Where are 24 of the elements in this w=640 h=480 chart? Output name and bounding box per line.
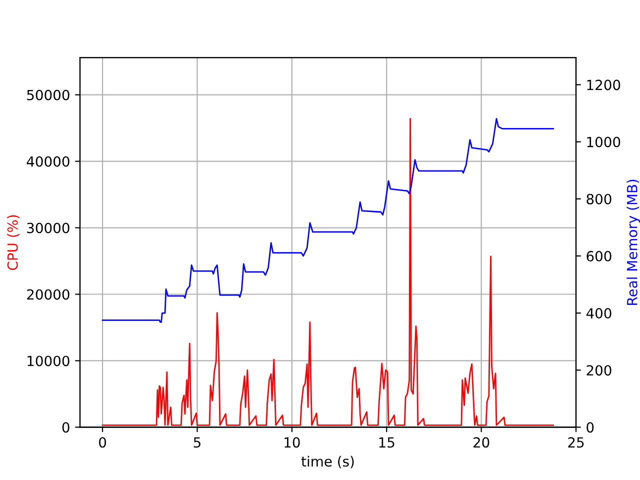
line-series: [102, 118, 554, 323]
y-tick-label: 20000: [27, 289, 70, 300]
x-axis-title: time (s): [301, 456, 354, 468]
y2-tick-label: 600: [586, 250, 612, 262]
y-tick-label: 30000: [27, 222, 70, 234]
y2-tick-label: 1200: [587, 80, 620, 90]
y2-axis-title: Real Memory (MB): [626, 180, 640, 305]
x-tick-label: 10: [284, 437, 300, 448]
y-tick-label: 50000: [27, 90, 70, 100]
y2-tick-label: 0: [586, 422, 594, 433]
y-axis-title: CPU (%): [7, 215, 20, 270]
y2-tick-label: 800: [586, 194, 612, 204]
x-tick-label: 5: [194, 437, 200, 448]
y-tick-label: 10000: [28, 356, 70, 366]
x-tick-label: 20: [473, 437, 490, 448]
y-tick-label: 0: [62, 422, 70, 433]
line-series: [102, 118, 554, 426]
x-tick-label: 0: [99, 437, 106, 448]
y2-tick-label: 1000: [587, 136, 620, 148]
y-tick-label: 40000: [26, 156, 70, 167]
x-tick-label: 15: [379, 437, 394, 448]
x-tick-label: 25: [568, 437, 584, 448]
y2-tick-label: 400: [586, 308, 612, 319]
y2-tick-label: 200: [586, 365, 612, 376]
